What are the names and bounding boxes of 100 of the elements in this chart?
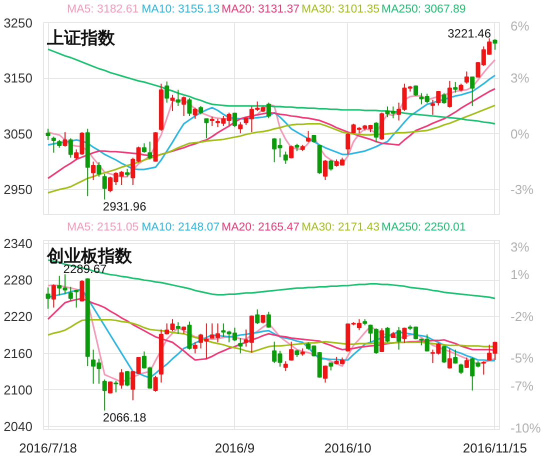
- candlestick: [464, 70, 469, 84]
- candlestick: [80, 280, 84, 302]
- candlestick: [374, 122, 378, 143]
- candlestick: [182, 96, 186, 116]
- candlestick: [283, 360, 288, 372]
- y-tick-label: 2040: [4, 418, 32, 434]
- candlestick: [114, 380, 118, 393]
- y-tick-label: 3150: [4, 70, 32, 86]
- text: MA30: 2171.43: [301, 222, 380, 234]
- text: MA5: 2151.05: [67, 222, 139, 234]
- candlestick: [187, 98, 192, 116]
- candlestick: [153, 375, 158, 392]
- y2-tick-label: -7%: [510, 378, 534, 394]
- candlestick: [74, 289, 79, 308]
- annotation: 2931.96: [102, 199, 147, 214]
- text: MA10: 3155.13: [142, 4, 220, 16]
- candlestick: [283, 151, 288, 164]
- chart-title: 上证指数: [46, 28, 116, 48]
- candlestick: [102, 379, 107, 411]
- y2-tick-label: -5%: [510, 350, 534, 366]
- candlestick: [124, 370, 130, 387]
- candlestick: [255, 308, 260, 325]
- candlestick: [51, 284, 56, 308]
- x-tick-label: 2016/10: [324, 440, 372, 456]
- y-tick-label: 2100: [4, 382, 32, 398]
- y2-tick-label: -2%: [510, 308, 534, 324]
- candlestick: [453, 349, 458, 364]
- candlestick: [402, 327, 407, 344]
- y-tick-label: 2220: [4, 309, 32, 324]
- y2-tick-label: 1%: [510, 267, 530, 282]
- y-tick-label: 3050: [4, 126, 32, 142]
- x-tick-label: 2016/7/18: [19, 440, 77, 456]
- candlestick: [289, 341, 294, 362]
- text: MA5: 3182.61: [67, 4, 139, 16]
- candlestick: [436, 90, 441, 106]
- candlestick: [119, 368, 124, 390]
- candlestick: [458, 363, 464, 375]
- chart-title: 创业板指数: [46, 246, 133, 266]
- candlestick: [470, 76, 475, 106]
- candlestick: [385, 326, 390, 343]
- y-tick-label: 2340: [4, 236, 32, 252]
- text: MA20: 3131.37: [222, 4, 300, 16]
- candlestick: [46, 128, 50, 140]
- candlestick: [192, 107, 198, 120]
- y2-tick-label: 3%: [510, 239, 530, 254]
- candlestick: [430, 99, 435, 116]
- candlestick: [266, 102, 271, 119]
- candlestick: [328, 159, 334, 172]
- candlestick: [68, 286, 73, 302]
- candlestick: [148, 141, 152, 160]
- candlestick: [192, 342, 198, 354]
- candlestick: [442, 92, 446, 104]
- line-series: [47, 88, 496, 180]
- candlestick: [322, 364, 328, 384]
- candlestick: [266, 311, 271, 328]
- candlestick: [396, 326, 402, 350]
- candlestick: [238, 338, 243, 354]
- candlestick: [447, 80, 452, 108]
- candlestick: [187, 321, 192, 350]
- y-tick-label: 2950: [4, 182, 32, 197]
- line-series: [47, 48, 496, 125]
- line-series: [47, 104, 496, 194]
- y2-tick-label: 3%: [510, 70, 530, 86]
- candlestick: [442, 345, 446, 364]
- candlestick: [492, 38, 498, 50]
- y-tick-label: 2280: [4, 272, 32, 288]
- text: MA250: 2250.01: [381, 222, 466, 234]
- x-tick-label: 2016/11/15: [462, 440, 528, 456]
- y2-tick-label: 0%: [510, 126, 530, 142]
- candlestick: [447, 348, 452, 370]
- y-tick-label: 2160: [4, 346, 32, 361]
- y2-tick-label: -3%: [510, 182, 534, 197]
- candlestick: [170, 94, 175, 112]
- candlestick: [46, 286, 50, 310]
- candlestick: [453, 82, 458, 94]
- candlestick: [176, 89, 180, 106]
- candlestick: [481, 360, 486, 376]
- candlestick: [380, 328, 384, 353]
- candlestick: [102, 173, 107, 200]
- candlestick: [164, 80, 170, 104]
- candlestick: [51, 136, 56, 154]
- text: MA30: 3101.35: [301, 4, 380, 16]
- candlestick: [176, 322, 180, 334]
- candlestick: [232, 112, 237, 128]
- text: MA20: 2165.47: [222, 222, 300, 234]
- text: MA10: 2148.07: [142, 222, 220, 234]
- candlestick: [464, 357, 469, 368]
- candlestick: [306, 130, 311, 143]
- annotation: 2066.18: [102, 410, 147, 424]
- candlestick: [170, 318, 175, 332]
- x-tick-label: 2016/9: [214, 440, 255, 456]
- candlestick: [91, 161, 96, 180]
- annotation: 3221.46: [448, 26, 492, 40]
- candlestick: [346, 132, 350, 155]
- y-tick-label: 3250: [4, 16, 32, 30]
- candlestick: [238, 122, 243, 134]
- candlestick: [204, 118, 209, 139]
- candlestick: [142, 142, 146, 154]
- candlestick: [289, 144, 294, 159]
- candlestick: [210, 116, 214, 127]
